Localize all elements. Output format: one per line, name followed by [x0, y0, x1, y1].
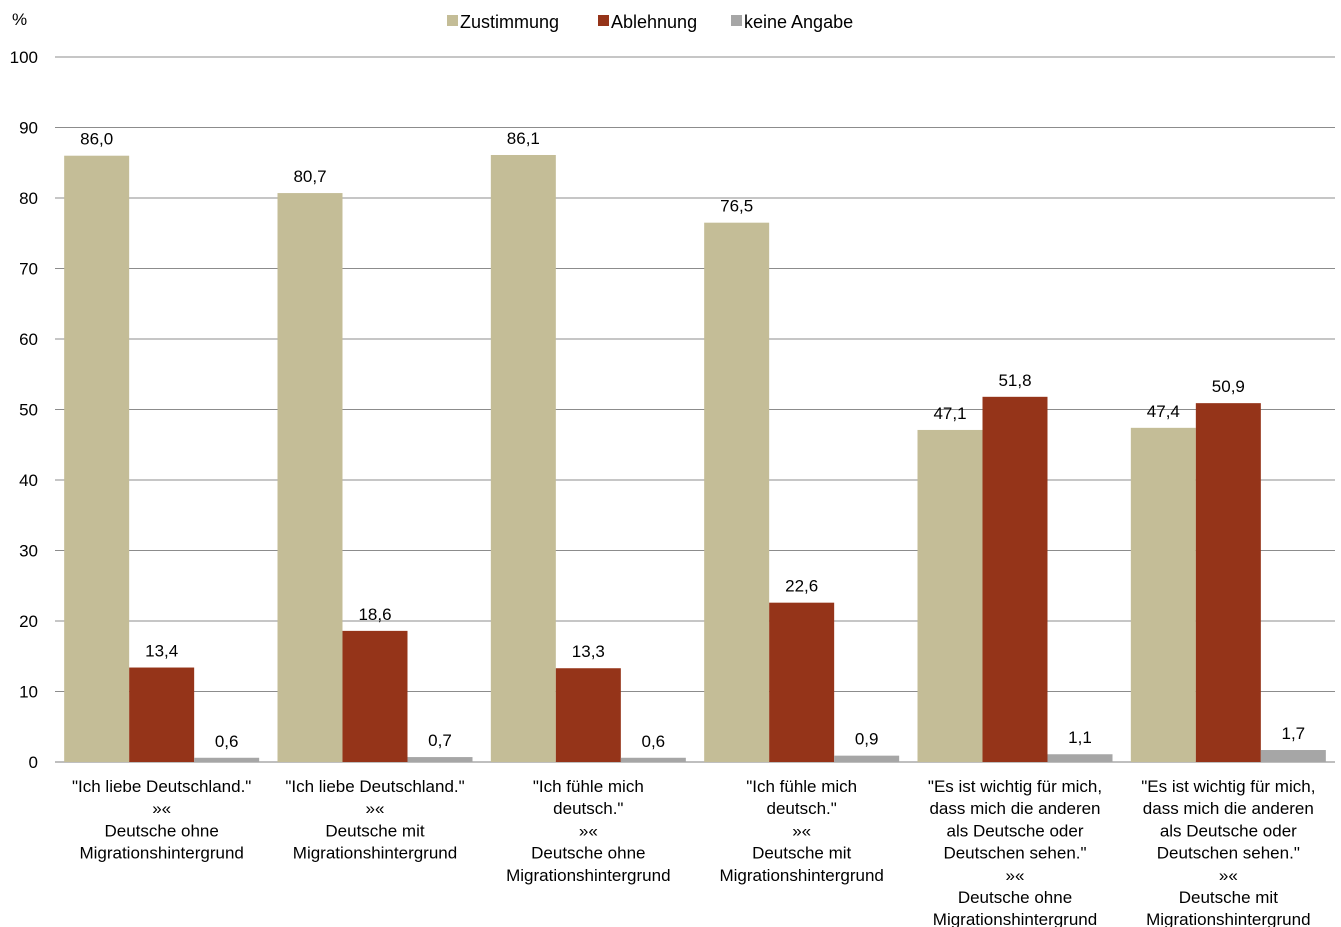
bar — [1047, 754, 1113, 762]
bar — [490, 154, 556, 762]
y-tick-label: 60 — [19, 330, 38, 349]
bar — [194, 757, 260, 762]
bars — [64, 154, 1326, 763]
legend-swatch — [598, 15, 609, 26]
bar — [1260, 750, 1326, 762]
y-tick-label: 90 — [19, 119, 38, 138]
bar — [1130, 427, 1196, 762]
legend: Zustimmung Ablehnung keine Angabe — [447, 12, 853, 32]
data-label: 47,4 — [1147, 402, 1180, 421]
bar — [917, 429, 983, 762]
data-label: 0,6 — [642, 732, 666, 751]
bar — [1195, 403, 1261, 762]
data-label: 47,1 — [933, 404, 966, 423]
bar — [769, 602, 835, 762]
data-label: 0,7 — [428, 731, 452, 750]
x-tick-label: "Ich liebe Deutschland." »« Deutsche ohne M… — [72, 777, 251, 863]
y-tick-label: 20 — [19, 612, 38, 631]
y-tick-label: 30 — [19, 542, 38, 561]
x-tick-label: "Ich fühle mich deutsch." »« Deutsche mit Mi… — [719, 777, 883, 885]
bar — [129, 667, 195, 762]
legend-swatch — [731, 15, 742, 26]
data-label: 86,0 — [80, 130, 113, 149]
data-label: 18,6 — [358, 605, 391, 624]
data-label: 1,1 — [1068, 728, 1092, 747]
legend-entry: Ablehnung — [611, 12, 697, 32]
data-label: 76,5 — [720, 197, 753, 216]
y-tick-label: 80 — [19, 189, 38, 208]
x-axis: "Ich liebe Deutschland." »« Deutsche ohne M… — [72, 777, 1315, 927]
data-label: 13,3 — [572, 642, 605, 661]
data-label: 13,4 — [145, 642, 178, 661]
y-tick-label: 50 — [19, 401, 38, 420]
x-tick-label: "Es ist wichtig für mich, dass mich die a… — [928, 777, 1102, 927]
data-label: 22,6 — [785, 577, 818, 596]
y-tick-label: 100 — [10, 48, 38, 67]
bar — [834, 755, 900, 762]
y-tick-label: 40 — [19, 471, 38, 490]
data-labels: 86,0 80,7 86,1 76,5 47,1 47,4 13,4 18,6 13,3 22,6… — [80, 129, 1305, 751]
bar — [407, 757, 473, 762]
legend-swatch — [447, 15, 458, 26]
data-label: 1,7 — [1282, 724, 1306, 743]
bar — [64, 155, 130, 762]
bar — [277, 193, 343, 762]
data-label: 0,9 — [855, 730, 879, 749]
y-tick-label: 70 — [19, 260, 38, 279]
gridlines — [55, 56, 1335, 763]
bar — [342, 630, 408, 762]
data-label: 80,7 — [293, 167, 326, 186]
legend-entry: Zustimmung — [460, 12, 559, 32]
bar — [555, 668, 621, 762]
y-tick-label: 10 — [19, 683, 38, 702]
y-axis: % 0 10 20 30 40 50 60 70 80 90 100 — [10, 10, 38, 772]
y-axis-label: % — [12, 10, 27, 29]
data-label: 51,8 — [998, 371, 1031, 390]
data-label: 50,9 — [1212, 377, 1245, 396]
x-tick-label: "Ich fühle mich deutsch." »« Deutsche ohne M… — [506, 777, 670, 885]
y-tick-label: 0 — [29, 753, 38, 772]
data-label: 0,6 — [215, 732, 239, 751]
bar — [620, 757, 686, 762]
bar — [704, 222, 770, 763]
bar — [982, 396, 1048, 762]
x-tick-label: "Ich liebe Deutschland." »« Deutsche mit Mi… — [285, 777, 464, 863]
data-label: 86,1 — [507, 129, 540, 148]
x-tick-label: "Es ist wichtig für mich, dass mich die a… — [1141, 777, 1315, 927]
legend-entry: keine Angabe — [744, 12, 853, 32]
